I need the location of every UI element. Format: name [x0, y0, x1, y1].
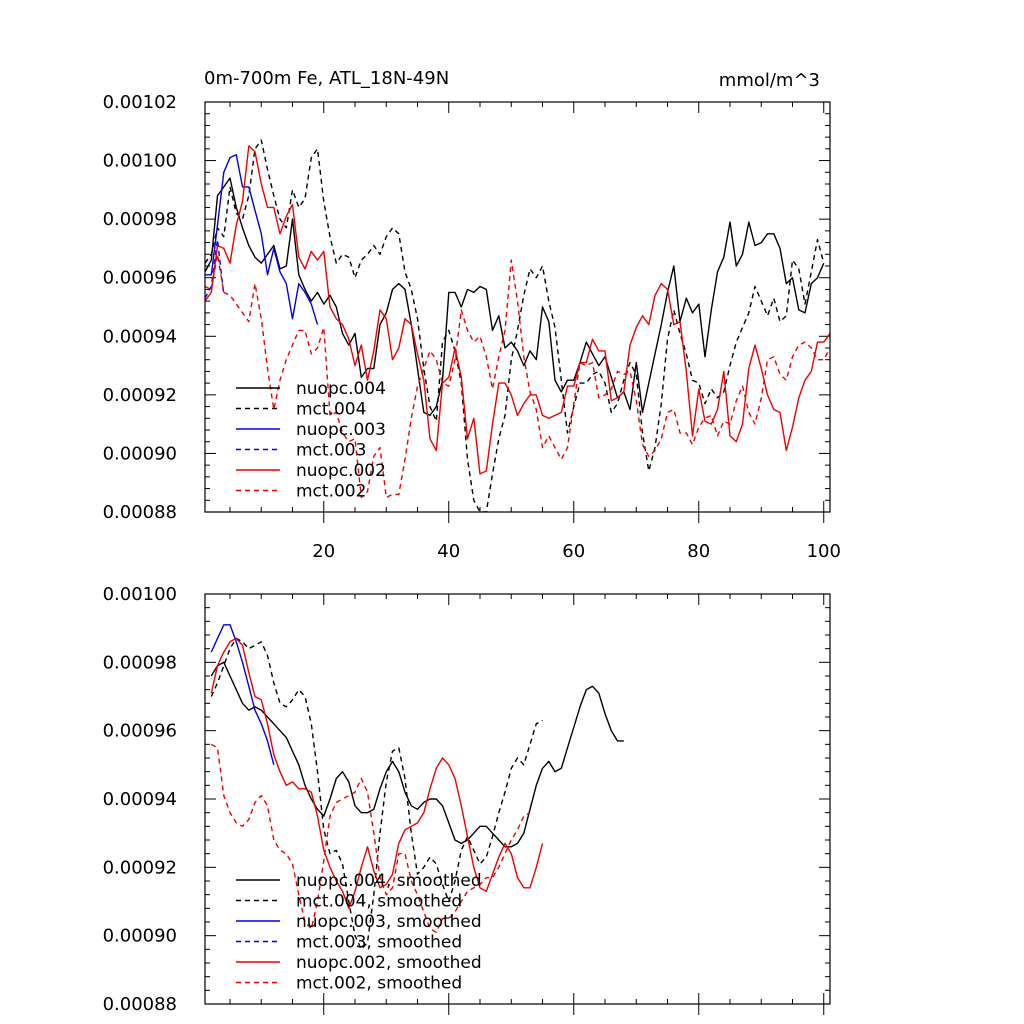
top-y-tick-label: 0.00090 — [103, 443, 177, 464]
bottom-y-tick-label: 0.00090 — [103, 926, 177, 947]
bottom-series-mct-002-smoothed — [210, 743, 531, 933]
bottom-legend-label-mct-003-smoothed: mct.003, smoothed — [296, 933, 462, 953]
top-legend-label-nuopc-003: nuopc.003 — [296, 420, 386, 440]
top-y-tick-label: 0.00092 — [103, 385, 177, 406]
top-y-tick-label: 0.00102 — [103, 92, 177, 113]
bottom-legend-label-mct-004-smoothed: mct.004, smoothed — [296, 892, 462, 912]
top-series-nuopc-002 — [205, 145, 830, 475]
top-y-tick-label: 0.00096 — [103, 268, 177, 289]
top-x-tick-label: 60 — [562, 541, 585, 562]
bottom-series-nuopc-004-smoothed — [210, 661, 624, 848]
bottom-legend-label-nuopc-003-smoothed: nuopc.003, smoothed — [296, 912, 482, 932]
bottom-y-tick-label: 0.00094 — [103, 789, 177, 810]
top-series-mct-002 — [205, 253, 830, 499]
top-y-tick-label: 0.00094 — [103, 326, 177, 347]
top-series-mct-004 — [205, 139, 825, 512]
top-x-tick-label: 100 — [807, 541, 841, 562]
top-legend-label-mct-004: mct.004 — [296, 400, 366, 420]
top-chart-units: mmol/m^3 — [719, 70, 820, 91]
top-chart-panel: 0m-700m Fe, ATL_18N-49N mmol/m^3 0.00088… — [103, 68, 841, 562]
bottom-y-tick-label: 0.00100 — [103, 584, 177, 605]
bottom-y-tick-label: 0.00088 — [103, 994, 177, 1015]
bottom-legend-label-nuopc-004-smoothed: nuopc.004, smoothed — [296, 871, 482, 891]
bottom-series-mct-004-smoothed — [210, 637, 543, 950]
top-series-mct-003 — [205, 238, 225, 299]
bottom-legend-label-nuopc-002-smoothed: nuopc.002, smoothed — [296, 953, 482, 973]
bottom-plot-frame — [204, 593, 831, 1005]
top-plot-frame — [204, 101, 831, 513]
bottom-y-tick-label: 0.00098 — [103, 652, 177, 673]
top-x-tick-label: 20 — [312, 541, 335, 562]
top-legend-label-nuopc-004: nuopc.004 — [296, 379, 386, 399]
bottom-chart-panel: 0.00088 0.00090 0.00092 0.00094 0.00096 0.000… — [103, 584, 831, 1015]
bottom-y-tick-label: 0.00092 — [103, 857, 177, 878]
top-y-tick-label: 0.00088 — [103, 502, 177, 523]
bottom-series-nuopc-003-smoothed — [210, 624, 275, 765]
top-legend-label-mct-003: mct.003 — [296, 441, 366, 461]
top-legend-label-mct-002: mct.002 — [296, 482, 366, 502]
top-chart-title: 0m-700m Fe, ATL_18N-49N — [204, 68, 449, 89]
top-x-tick-label: 80 — [687, 541, 710, 562]
top-y-tick-label: 0.00100 — [103, 151, 177, 172]
top-y-tick-label: 0.00098 — [103, 209, 177, 230]
bottom-legend-label-mct-002-smoothed: mct.002, smoothed — [296, 974, 462, 994]
top-legend-label-nuopc-002: nuopc.002 — [296, 461, 386, 481]
bottom-y-tick-label: 0.00096 — [103, 721, 177, 742]
bottom-series-nuopc-002-smoothed — [210, 637, 544, 909]
top-x-tick-label: 40 — [437, 541, 460, 562]
top-series-nuopc-003 — [205, 153, 319, 325]
